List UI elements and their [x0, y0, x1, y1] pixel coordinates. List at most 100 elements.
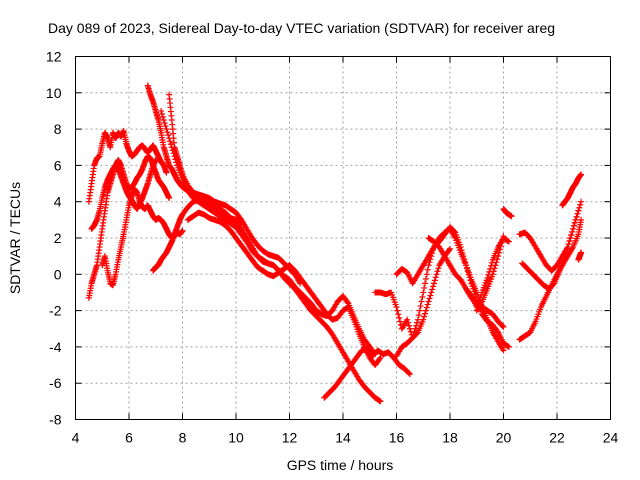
data-point [163, 126, 170, 133]
data-point [562, 250, 569, 257]
data-point [376, 397, 383, 404]
data-point [578, 216, 585, 223]
data-point [577, 201, 584, 208]
data-point [433, 271, 440, 278]
data-point [422, 275, 429, 282]
data-point [463, 265, 470, 272]
series-trace-14 [425, 235, 507, 330]
data-point [550, 281, 557, 288]
data-point [406, 325, 413, 332]
data-point [423, 304, 430, 311]
x-tick-label: 20 [496, 430, 512, 446]
data-point [571, 219, 578, 226]
data-point [422, 307, 429, 314]
y-tick-label: -4 [49, 339, 62, 355]
chart-title: Day 089 of 2023, Sidereal Day-to-day VTE… [48, 20, 555, 36]
series-trace-8 [150, 196, 245, 274]
series-trace-20 [519, 198, 585, 292]
series-trace-9 [184, 209, 384, 369]
y-tick-label: -2 [49, 303, 62, 319]
x-tick-label: 6 [125, 430, 133, 446]
data-point [166, 195, 173, 202]
data-point [416, 307, 423, 314]
data-point [421, 284, 428, 291]
data-point [237, 219, 244, 226]
data-point [414, 330, 421, 337]
series-trace-15 [463, 235, 512, 310]
data-point [430, 283, 437, 290]
data-point [467, 277, 474, 284]
data-point [238, 220, 245, 227]
data-point [490, 268, 497, 275]
data-point [504, 238, 511, 245]
data-point [425, 298, 432, 305]
data-point [397, 318, 404, 325]
series-trace-22 [575, 249, 585, 263]
data-point [572, 216, 579, 223]
data-point [394, 307, 401, 314]
data-point [500, 323, 507, 330]
data-point [460, 253, 467, 260]
data-point [574, 210, 581, 217]
data-point [464, 268, 471, 275]
data-point [566, 238, 573, 245]
data-point [493, 259, 500, 266]
data-point [492, 262, 499, 269]
y-tick-label: 12 [46, 49, 62, 65]
y-tick-label: 2 [54, 230, 62, 246]
data-point [422, 310, 429, 317]
y-tick-label: 6 [54, 157, 62, 173]
data-point [457, 244, 464, 251]
data-point [467, 291, 474, 298]
x-axis-label: GPS time / hours [287, 457, 394, 473]
data-point [486, 268, 493, 275]
data-point [497, 243, 504, 250]
data-point [495, 253, 502, 260]
x-tick-label: 16 [389, 430, 405, 446]
data-point [377, 398, 384, 405]
data-point [164, 129, 171, 136]
data-point [167, 141, 174, 148]
y-tick-label: 4 [54, 194, 62, 210]
data-point [468, 280, 475, 287]
data-point [508, 213, 515, 220]
data-point [396, 314, 403, 321]
data-point [567, 235, 574, 241]
y-axis-ticks: -8 -6 -4 -2 0 2 4 6 8 10 12 [46, 49, 611, 428]
data-point [562, 253, 569, 260]
x-tick-label: 18 [442, 430, 458, 446]
x-tick-label: 14 [335, 430, 351, 446]
data-point [167, 138, 174, 145]
data-point [491, 265, 498, 272]
plot-frame [75, 56, 611, 420]
data-point [498, 239, 505, 246]
data-point [344, 299, 351, 306]
series-trace-21 [559, 171, 585, 209]
data-point [159, 114, 166, 120]
data-point [420, 316, 427, 323]
data-point [458, 247, 465, 254]
data-point [447, 245, 453, 252]
x-tick-label: 8 [179, 430, 187, 446]
data-point [421, 313, 428, 320]
data-point [569, 228, 576, 235]
data-point [405, 322, 412, 329]
y-tick-label: -8 [49, 412, 62, 428]
data-point [432, 274, 439, 281]
data-point [570, 225, 577, 232]
data-point [165, 132, 172, 139]
data-point [469, 283, 476, 290]
series-trace-13 [393, 245, 453, 359]
data-point [485, 271, 492, 278]
series-trace-16 [473, 233, 507, 314]
data-point [179, 227, 186, 234]
data-point [405, 370, 412, 377]
data-point [499, 323, 506, 330]
data-point [459, 250, 466, 257]
data-point [163, 169, 170, 176]
data-point [568, 231, 575, 238]
data-point [489, 271, 496, 278]
data-point [412, 325, 419, 332]
data-point [430, 280, 437, 287]
data-point [414, 316, 421, 323]
